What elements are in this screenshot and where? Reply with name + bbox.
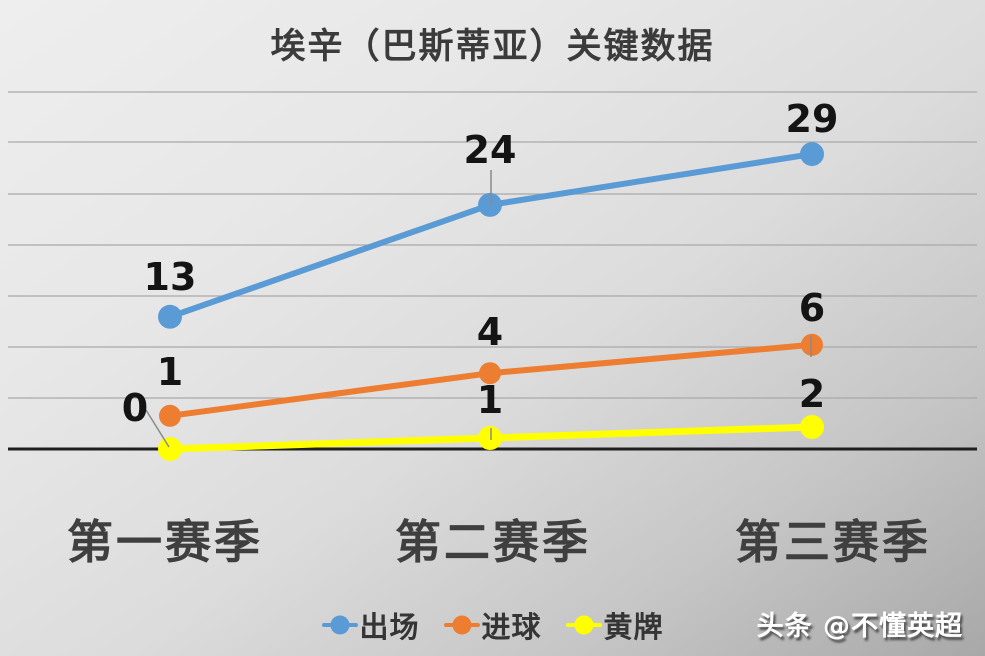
data-point (800, 415, 824, 439)
data-label: 0 (122, 386, 148, 430)
legend-marker-yellow-cards-icon (565, 614, 602, 636)
legend-label-goals: 进球 (481, 610, 542, 644)
data-point (478, 426, 502, 450)
legend-marker-goals-icon (443, 614, 480, 636)
legend-marker-appearances-icon (321, 614, 358, 636)
data-point (158, 437, 182, 461)
data-label: 1 (477, 378, 503, 422)
data-point (158, 304, 182, 329)
watermark: 头条 @不懂英超 (756, 611, 963, 642)
label-leader-line (145, 409, 170, 448)
data-label: 2 (799, 372, 825, 416)
x-axis-label-season-2: 第二赛季 (395, 515, 591, 569)
data-label: 29 (786, 97, 839, 141)
chart-legend: 出场 进球 黄牌 (321, 604, 663, 646)
x-axis: 第一赛季 第二赛季 第三赛季 (0, 506, 985, 569)
data-point (801, 333, 823, 356)
legend-item-yellow-cards: 黄牌 (565, 604, 664, 646)
x-axis-label-season-1: 第一赛季 (67, 515, 263, 569)
data-point (478, 192, 502, 217)
data-label: 1 (157, 350, 183, 394)
data-label: 24 (464, 128, 517, 172)
legend-label-appearances: 出场 (359, 610, 420, 644)
legend-item-appearances: 出场 (321, 604, 419, 646)
data-label: 4 (477, 310, 503, 354)
data-point (159, 404, 181, 427)
chart-title: 埃辛（巴斯蒂亚）关键数据 (270, 27, 715, 67)
data-label: 13 (144, 255, 197, 299)
x-axis-label-season-3: 第三赛季 (735, 515, 931, 569)
data-label: 6 (799, 286, 825, 330)
legend-label-yellow-cards: 黄牌 (603, 610, 664, 644)
data-point (479, 362, 501, 385)
legend-item-goals: 进球 (443, 604, 541, 646)
data-point (800, 142, 824, 167)
